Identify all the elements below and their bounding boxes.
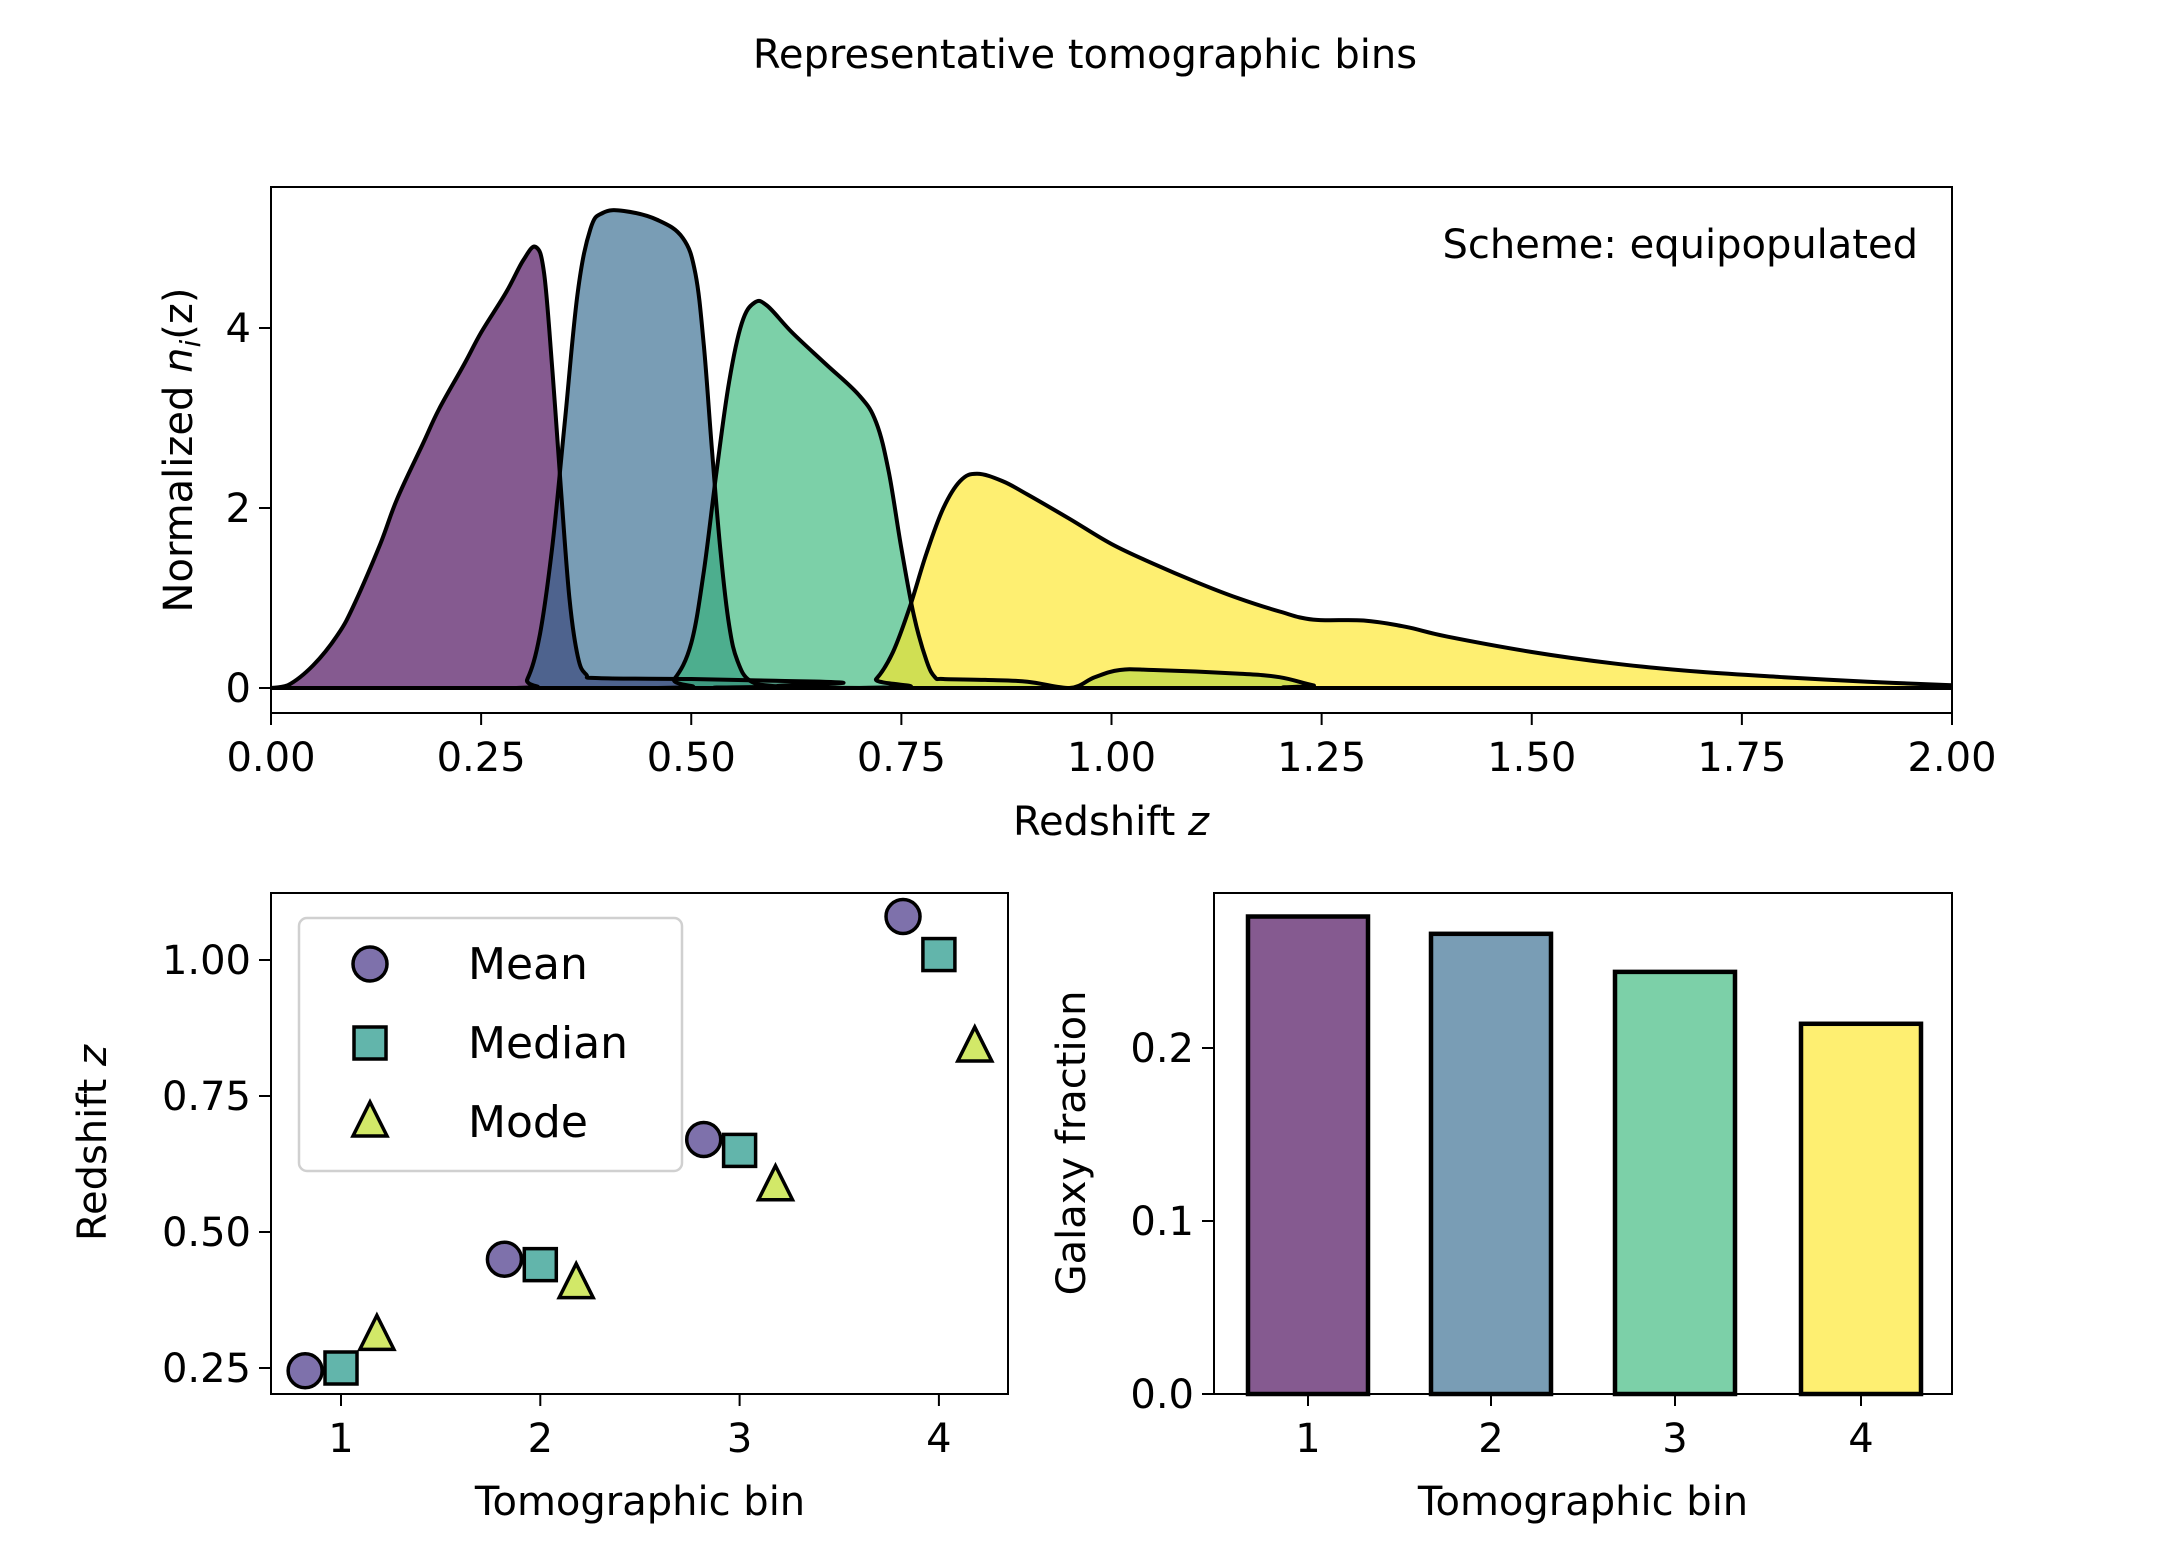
fraction-y-tick-label: 0.2 [1130, 1026, 1194, 1072]
stats-x-tick-label: 1 [328, 1416, 353, 1462]
fraction-y-label: Galaxy fraction [1049, 991, 1095, 1296]
stats-x-ticks: 1 2 3 4 [328, 1394, 952, 1462]
nz-x-tick-label: 1.25 [1277, 735, 1366, 781]
stats-point-mode [357, 1311, 397, 1352]
fraction-bar-4 [1798, 1021, 1924, 1397]
fraction-x-tick-label: 1 [1295, 1416, 1320, 1462]
legend-marker-mean [351, 945, 389, 983]
fraction-y-tick-label: 0.1 [1130, 1199, 1194, 1245]
fraction-x-tick-label: 4 [1848, 1416, 1873, 1462]
nz-panel: 0.00 0.25 0.50 0.75 1.00 1.25 1.50 1.75 2.00 0 2 4… [156, 186, 1997, 845]
nz-x-tick-label: 0.00 [226, 735, 315, 781]
figure-title: Representative tomographic bins [753, 32, 1417, 78]
nz-line-bin-3 [270, 298, 1952, 691]
fraction-x-ticks: 1 2 3 4 [1295, 1394, 1874, 1462]
legend-label-mode: Mode [468, 1097, 588, 1148]
nz-x-tick-label: 1.50 [1487, 735, 1576, 781]
stats-x-tick-label: 3 [727, 1416, 752, 1462]
nz-y-tick-label: 4 [226, 306, 251, 352]
stats-point-mean [884, 897, 922, 936]
stats-y-ticks: 0.25 0.50 0.75 1.00 [162, 938, 271, 1392]
legend-box [297, 916, 684, 1173]
legend-marker-median [352, 1025, 388, 1061]
stats-point-mean [286, 1351, 324, 1390]
stats-point-mean [485, 1240, 524, 1278]
nz-y-label: Normalized ni(z) [156, 288, 207, 613]
fraction-bar-1 [1245, 914, 1371, 1397]
nz-y-label-text: Normalized [156, 373, 202, 613]
nz-y-label-sub: i [174, 340, 207, 348]
stats-axes-frame [270, 892, 1009, 1395]
stats-panel: 1 2 3 4 0.25 0.50 0.75 1.00 Mean Median Mode Tom… [70, 892, 1009, 1525]
stats-y-tick-label: 0.50 [162, 1210, 251, 1256]
legend-marker-mode [350, 1098, 390, 1138]
legend-label-mean: Mean [468, 939, 588, 990]
stats-x-tick-label: 2 [528, 1416, 553, 1462]
nz-x-label-text: Redshift [1013, 799, 1188, 845]
nz-x-tick-label: 1.75 [1697, 735, 1786, 781]
stats-x-label: Tomographic bin [474, 1479, 805, 1525]
nz-x-tick-label: 0.50 [647, 735, 736, 781]
legend-label-median: Median [468, 1018, 628, 1069]
stats-point-mean [684, 1120, 723, 1159]
fraction-bar-2 [1428, 931, 1554, 1397]
stats-point-median [921, 936, 957, 973]
nz-y-ticks: 0 2 4 [226, 306, 271, 712]
fraction-x-label: Tomographic bin [1417, 1479, 1748, 1525]
stats-x-tick-label: 4 [926, 1416, 951, 1462]
stats-point-mode [954, 1023, 995, 1063]
fraction-y-tick-label: 0.0 [1130, 1372, 1194, 1418]
fraction-x-tick-label: 2 [1478, 1416, 1503, 1462]
nz-line-bin-1 [270, 244, 1952, 691]
fraction-bar-3 [1612, 969, 1738, 1397]
nz-x-tick-label: 1.00 [1067, 735, 1156, 781]
nz-area-bin-2 [271, 210, 1952, 688]
nz-area-bin-1 [271, 246, 1952, 689]
fraction-x-tick-label: 3 [1662, 1416, 1687, 1462]
nz-area-bin-4 [271, 473, 1952, 688]
stats-y-tick-label: 0.25 [162, 1346, 251, 1392]
stats-point-median [323, 1350, 359, 1386]
stats-y-label-text: Redshift [70, 1066, 116, 1241]
stats-point-median [721, 1132, 758, 1169]
stats-point-mode [556, 1259, 597, 1300]
nz-line-bin-4 [270, 471, 1953, 691]
nz-areas [270, 208, 1953, 691]
stats-legend: Mean Median Mode [297, 916, 684, 1173]
nz-x-ticks: 0.00 0.25 0.50 0.75 1.00 1.25 1.50 1.75 2.00 [226, 713, 1997, 781]
nz-y-label-n: n [156, 348, 202, 373]
stats-y-tick-label: 0.75 [162, 1074, 251, 1120]
stats-y-tick-label: 1.00 [162, 938, 251, 984]
nz-x-tick-label: 2.00 [1907, 735, 1996, 781]
nz-y-tick-label: 0 [226, 666, 251, 712]
nz-x-label-var: z [1187, 799, 1210, 845]
fraction-y-ticks: 0.0 0.1 0.2 [1130, 1026, 1214, 1418]
fraction-panel: 1 2 3 4 0.0 0.1 0.2 Tomographic bin Galaxy fr… [1049, 892, 1953, 1525]
stats-y-label: Redshift z [70, 1044, 116, 1241]
scheme-annotation: Scheme: equipopulated [1443, 222, 1919, 268]
stats-points [286, 897, 995, 1390]
stats-point-mode [755, 1161, 796, 1202]
fraction-axes-frame [1213, 892, 1953, 1395]
nz-x-label: Redshift z [1013, 799, 1210, 845]
stats-point-median [522, 1246, 559, 1283]
nz-x-tick-label: 0.25 [437, 735, 526, 781]
nz-y-label-z: (z) [156, 288, 202, 340]
stats-y-label-var: z [70, 1044, 116, 1067]
fraction-bars [1245, 914, 1924, 1397]
nz-y-tick-label: 2 [226, 486, 251, 532]
nz-x-tick-label: 0.75 [857, 735, 946, 781]
